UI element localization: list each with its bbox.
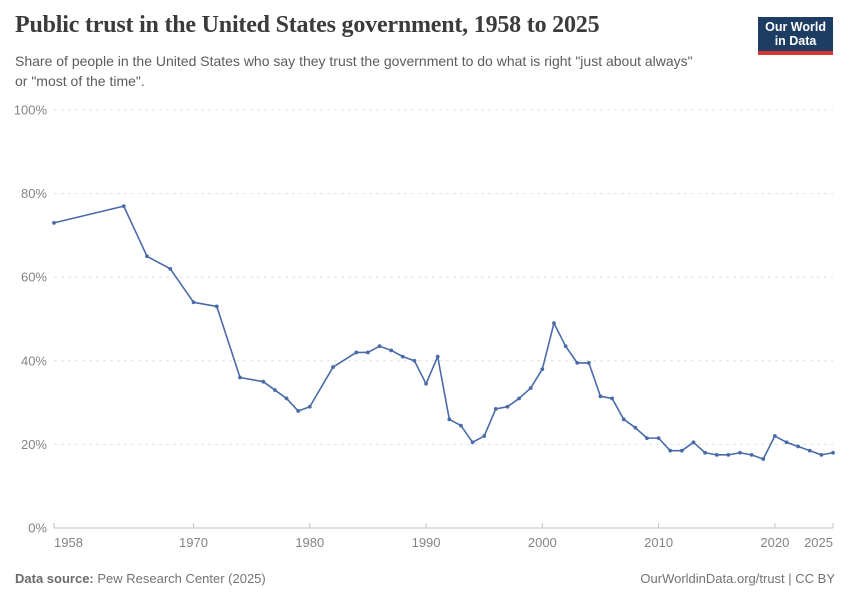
y-tick-label-80: 80% [21,186,47,201]
y-tick-label-100: 100% [14,103,48,118]
trust-point-2017 [738,450,742,455]
trust-point-2007 [621,417,626,422]
trust-point-2010 [656,436,661,441]
chart-footer: Data source: Pew Research Center (2025) … [15,571,835,586]
x-tick-label-2025: 2025 [804,535,833,550]
trust-point-1989 [412,358,417,363]
y-tick-label-40: 40% [21,353,47,368]
chart-subtitle-line-1: Share of people in the United States who… [15,53,693,69]
data-source-label: Data source: [15,571,94,586]
trust-point-1982 [331,365,335,369]
trust-point-2014 [703,450,708,455]
trust-point-1988 [400,354,405,359]
trust-point-2015 [714,452,719,457]
trust-point-2023 [807,448,812,453]
data-source: Data source: Pew Research Center (2025) [15,571,266,586]
x-tick-label-1990: 1990 [412,535,441,550]
trust-point-2018 [749,452,754,457]
owid-logo: Our World in Data [758,17,833,55]
trust-point-1984 [354,350,359,355]
trust-point-1970 [191,300,196,305]
trust-point-2003 [575,360,580,365]
trust-point-2012 [679,448,684,453]
data-source-value: Pew Research Center (2025) [97,571,266,586]
chart-subtitle-line-2: or "most of the time". [15,73,145,89]
trust-point-1980 [307,404,312,409]
trust-point-1987 [389,348,394,353]
trust-point-1979 [296,409,301,413]
trust-point-1995 [482,434,487,438]
trust-point-2025 [831,450,835,455]
trust-point-1996 [493,406,498,411]
trust-point-2022 [796,444,801,449]
trust-point-1968 [168,266,173,271]
trust-point-2020 [772,434,777,438]
trust-point-2019 [761,457,766,461]
trust-point-2013 [691,440,696,445]
trust-point-1966 [145,254,149,259]
attribution: OurWorldinData.org/trust | CC BY [640,571,835,586]
trust-point-1999 [528,386,533,390]
y-tick-label-0: 0% [28,521,47,536]
trust-point-2006 [610,396,614,401]
trust-point-2000 [540,367,545,372]
trust-point-1976 [261,379,266,384]
trust-point-1978 [284,396,289,401]
trust-point-1998 [517,396,521,401]
owid-logo-line-2: in Data [774,33,817,48]
x-tick-label-2000: 2000 [528,535,557,550]
y-tick-label-20: 20% [21,437,47,452]
trust-point-2011 [668,448,673,453]
trust-point-2001 [552,321,556,326]
chart-subtitle: Share of people in the United States who… [15,51,693,91]
x-tick-label-2020: 2020 [760,535,789,550]
trust-point-1964 [121,204,126,209]
trust-point-1985 [366,350,370,355]
trust-point-2024 [819,452,824,457]
trust-point-1993 [459,423,463,428]
trust-point-2005 [598,394,603,399]
trust-point-1977 [273,388,277,392]
trust-point-1997 [505,404,510,409]
trust-point-1986 [377,344,382,349]
trust-point-1972 [214,304,219,309]
trust-point-1974 [238,375,242,380]
x-tick-label-2010: 2010 [644,535,673,550]
trust-point-1994 [470,440,475,445]
owid-logo-line-1: Our World [765,20,826,34]
x-tick-label-1970: 1970 [179,535,208,550]
trust-point-2016 [726,452,731,457]
trust-point-1958 [52,220,56,225]
x-tick-label-1958: 1958 [54,535,83,550]
trust-point-1992 [447,417,452,422]
trust-point-2009 [645,436,649,441]
trust-point-1991 [435,354,440,359]
trust-point-2002 [563,344,568,349]
x-tick-label-1980: 1980 [295,535,324,550]
trust-point-2004 [586,360,591,365]
trust-point-2021 [784,440,789,445]
trust-line [53,205,834,460]
trust-point-1990 [424,381,428,386]
y-tick-label-60: 60% [21,270,47,285]
trust-point-2008 [633,425,638,430]
chart-title: Public trust in the United States govern… [15,12,600,38]
